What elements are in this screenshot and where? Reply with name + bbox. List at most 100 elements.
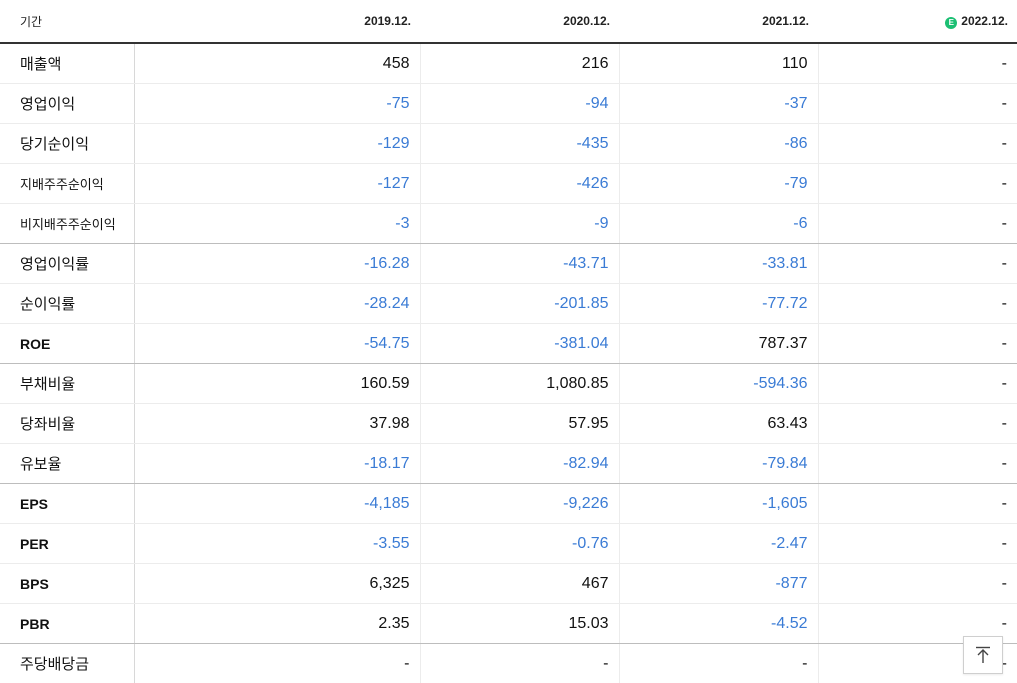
table-row: 비지배주주순이익 -3 -9 -6 - xyxy=(0,203,1017,244)
table-cell: -86 xyxy=(618,123,818,164)
column-header-2022: E 2022.12. xyxy=(818,0,1017,44)
table-cell: -75 xyxy=(133,83,420,124)
table-row: 당기순이익 -129 -435 -86 - xyxy=(0,123,1017,164)
table-cell: -0.76 xyxy=(419,523,619,564)
table-cell: 467 xyxy=(419,563,619,604)
table-row: 순이익률 -28.24 -201.85 -77.72 - xyxy=(0,283,1017,324)
table-cell: - xyxy=(817,203,1017,244)
row-label: 지배주주순이익 xyxy=(0,163,135,204)
estimate-badge-icon: E xyxy=(945,16,958,29)
table-cell: -9,226 xyxy=(419,483,619,524)
table-cell: -37 xyxy=(618,83,818,124)
table-cell: - xyxy=(817,283,1017,324)
table-cell: -9 xyxy=(419,203,619,244)
table-cell: -201.85 xyxy=(419,283,619,324)
table-row: 부채비율 160.59 1,080.85 -594.36 - xyxy=(0,363,1017,404)
scroll-to-top-button[interactable] xyxy=(963,636,1003,674)
table-row: 매출액 458 216 110 - xyxy=(0,43,1017,84)
table-cell: - xyxy=(817,243,1017,284)
row-label: 비지배주주순이익 xyxy=(0,203,135,244)
row-label: 영업이익률 xyxy=(0,243,135,284)
row-label: 영업이익 xyxy=(0,83,135,124)
row-label: 순이익률 xyxy=(0,283,135,324)
table-cell: -79.84 xyxy=(618,443,818,484)
table-cell: -381.04 xyxy=(419,323,619,364)
table-cell: - xyxy=(817,83,1017,124)
table-row: EPS -4,185 -9,226 -1,605 - xyxy=(0,483,1017,524)
table-cell: -43.71 xyxy=(419,243,619,284)
table-cell: - xyxy=(817,43,1017,84)
table-cell: -6 xyxy=(618,203,818,244)
table-cell: - xyxy=(817,403,1017,444)
table-cell: -4,185 xyxy=(133,483,420,524)
row-label: 매출액 xyxy=(0,43,135,84)
table-cell: -435 xyxy=(419,123,619,164)
table-cell: 787.37 xyxy=(618,323,818,364)
table-row: PER -3.55 -0.76 -2.47 - xyxy=(0,523,1017,564)
table-row: 지배주주순이익 -127 -426 -79 - xyxy=(0,163,1017,204)
table-cell: -77.72 xyxy=(618,283,818,324)
table-cell: -877 xyxy=(618,563,818,604)
table-cell: -129 xyxy=(133,123,420,164)
table-cell: -54.75 xyxy=(133,323,420,364)
table-row: 영업이익률 -16.28 -43.71 -33.81 - xyxy=(0,243,1017,284)
row-label: EPS xyxy=(0,483,135,524)
table-cell: - xyxy=(817,323,1017,364)
table-row: BPS 6,325 467 -877 - xyxy=(0,563,1017,604)
header-row: 기간 2019.12. 2020.12. 2021.12. E 2022.12. xyxy=(0,0,1017,44)
row-label: 당기순이익 xyxy=(0,123,135,164)
row-label: BPS xyxy=(0,563,135,604)
period-header: 기간 xyxy=(0,0,134,44)
table-cell: 216 xyxy=(419,43,619,84)
table-cell: -426 xyxy=(419,163,619,204)
row-label: PBR xyxy=(0,603,135,644)
table-row: 당좌비율 37.98 57.95 63.43 - xyxy=(0,403,1017,444)
table-cell: 37.98 xyxy=(133,403,420,444)
arrow-up-to-top-icon xyxy=(976,646,990,663)
table-cell: -127 xyxy=(133,163,420,204)
column-header-2020: 2020.12. xyxy=(420,0,619,44)
table-cell: 63.43 xyxy=(618,403,818,444)
table-cell: - xyxy=(133,643,420,683)
row-label: PER xyxy=(0,523,135,564)
table-cell: - xyxy=(817,363,1017,404)
table-cell: 110 xyxy=(618,43,818,84)
table-row: 영업이익 -75 -94 -37 - xyxy=(0,83,1017,124)
table-cell: - xyxy=(817,163,1017,204)
table-cell: -3 xyxy=(133,203,420,244)
table-cell: -3.55 xyxy=(133,523,420,564)
column-header-2021: 2021.12. xyxy=(619,0,818,44)
table-cell: - xyxy=(817,443,1017,484)
table-cell: 160.59 xyxy=(133,363,420,404)
table-row: ROE -54.75 -381.04 787.37 - xyxy=(0,323,1017,364)
table-cell: -94 xyxy=(419,83,619,124)
column-header-2022-label: 2022.12. xyxy=(961,13,1008,28)
row-label: 부채비율 xyxy=(0,363,135,404)
table-cell: - xyxy=(419,643,619,683)
row-label: ROE xyxy=(0,323,135,364)
table-cell: -1,605 xyxy=(618,483,818,524)
table-cell: -28.24 xyxy=(133,283,420,324)
table-cell: - xyxy=(618,643,818,683)
table-cell: -82.94 xyxy=(419,443,619,484)
table-cell: - xyxy=(817,123,1017,164)
table-cell: -16.28 xyxy=(133,243,420,284)
table-cell: -2.47 xyxy=(618,523,818,564)
table-cell: - xyxy=(817,563,1017,604)
table-row: 주당배당금 - - - - xyxy=(0,643,1017,683)
table-cell: -79 xyxy=(618,163,818,204)
table-row: 유보율 -18.17 -82.94 -79.84 - xyxy=(0,443,1017,484)
table-cell: 458 xyxy=(133,43,420,84)
table-cell: - xyxy=(817,483,1017,524)
row-label: 유보율 xyxy=(0,443,135,484)
table-cell: 15.03 xyxy=(419,603,619,644)
table-row: PBR 2.35 15.03 -4.52 - xyxy=(0,603,1017,644)
table-cell: 57.95 xyxy=(419,403,619,444)
table-cell: -33.81 xyxy=(618,243,818,284)
table-cell: 6,325 xyxy=(133,563,420,604)
table-cell: -594.36 xyxy=(618,363,818,404)
table-cell: 2.35 xyxy=(133,603,420,644)
table-cell: -4.52 xyxy=(618,603,818,644)
table-cell: -18.17 xyxy=(133,443,420,484)
